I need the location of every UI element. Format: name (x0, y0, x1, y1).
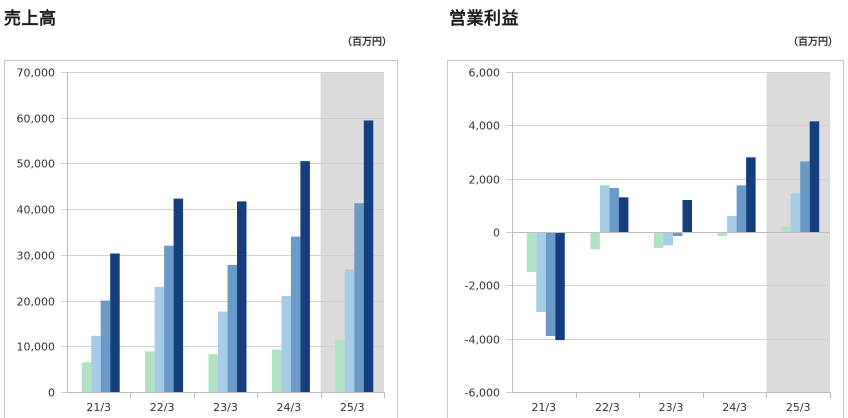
profit-bar-21-3-s4 (555, 232, 565, 340)
sales-bar-23-3-s3 (227, 264, 237, 392)
sales-y-tick-label: 20,000 (17, 296, 56, 309)
profit-bar-23-3-s4 (682, 200, 692, 232)
sales-bar-22-3-s4 (173, 198, 184, 392)
sales-bar-25-3-s3 (354, 203, 364, 392)
sales-bar-chart: 70,000 60,000 50,000 40,000 30,000 20,000 10,0… (4, 60, 398, 418)
profit-bar-22-3-s2 (599, 185, 610, 232)
sales-bar-24-3-s4 (300, 161, 310, 392)
sales-bar-21-3-s4 (110, 253, 120, 392)
profit-bar-chart: 6,000 4,000 2,000 0 -2,000 -4,000 -6,000 21/3 22… (447, 60, 844, 418)
sales-bar-25-3-s1 (335, 339, 345, 392)
profit-bar-22-3-s4 (618, 197, 629, 232)
profit-bar-22-3-s3 (609, 188, 619, 232)
profit-y-tick-label: 0 (493, 227, 500, 240)
sales-chart-panel: 売上高 （百万円） 70,000 60,000 50,000 40,000 30,000… (0, 0, 400, 418)
sales-bar-21-3-s3 (100, 300, 111, 392)
profit-chart-title: 営業利益 (449, 9, 519, 29)
profit-bar-22-3-s1 (590, 232, 600, 250)
sales-bar-25-3-s4 (363, 120, 374, 392)
sales-unit-label: （百万円） (342, 37, 392, 48)
profit-bar-23-3-s3 (673, 232, 683, 236)
profit-bar-24-3-s1 (717, 232, 728, 236)
profit-bar-23-3-s2 (663, 232, 673, 246)
sales-y-tick-label: 40,000 (17, 204, 56, 217)
profit-bar-24-3-s2 (727, 216, 737, 232)
sales-chart-title: 売上高 (4, 9, 57, 29)
profit-unit-label: （百万円） (788, 37, 838, 48)
sales-bar-23-3-s1 (208, 354, 218, 392)
profit-y-tick-label: -6,000 (465, 387, 500, 400)
profit-frame (447, 60, 844, 418)
profit-chart-panel: 営業利益 （百万円） 6,000 4,000 2,000 0 -2,000 -4,000 -… (445, 0, 848, 418)
sales-x-tick-label: 25/3 (340, 401, 365, 414)
sales-y-tick-label: 50,000 (17, 158, 56, 171)
sales-y-tick-label: 30,000 (17, 250, 56, 263)
sales-x-tick-label: 21/3 (86, 401, 111, 414)
sales-bar-21-3-s1 (81, 362, 92, 392)
profit-x-tick-label: 24/3 (722, 401, 747, 414)
sales-y-tick-label: 0 (48, 387, 55, 400)
sales-bar-25-3-s2 (344, 269, 355, 392)
sales-bar-24-3-s1 (271, 349, 282, 392)
sales-frame (4, 60, 398, 418)
profit-y-tick-label: 2,000 (469, 174, 501, 187)
sales-bar-24-3-s2 (281, 296, 291, 392)
sales-bar-22-3-s1 (145, 351, 155, 392)
sales-bar-24-3-s3 (290, 236, 301, 392)
profit-bar-21-3-s1 (526, 232, 537, 272)
profit-bar-25-3-s1 (781, 226, 791, 232)
sales-y-tick-label: 10,000 (17, 341, 56, 354)
sales-bar-23-3-s2 (218, 311, 228, 392)
profit-y-tick-label: 4,000 (469, 120, 501, 133)
sales-x-tick-label: 22/3 (150, 401, 175, 414)
sales-y-tick-label: 70,000 (17, 67, 56, 80)
profit-y-tick-label: 6,000 (469, 67, 501, 80)
profit-bar-25-3-s2 (790, 193, 801, 232)
profit-bar-23-3-s1 (654, 232, 664, 248)
profit-x-tick-label: 25/3 (786, 401, 811, 414)
profit-x-tick-label: 23/3 (659, 401, 684, 414)
sales-y-tick-label: 60,000 (17, 113, 56, 126)
profit-y-tick-label: -2,000 (465, 280, 500, 293)
profit-bar-21-3-s3 (545, 232, 556, 336)
sales-bar-23-3-s4 (237, 201, 247, 392)
sales-x-tick-label: 23/3 (213, 401, 238, 414)
sales-x-tick-label: 24/3 (277, 401, 302, 414)
profit-bar-25-3-s4 (809, 121, 820, 232)
sales-bar-22-3-s3 (164, 245, 174, 392)
profit-bar-25-3-s3 (800, 161, 810, 232)
profit-y-tick-label: -4,000 (465, 334, 500, 347)
profit-bar-21-3-s2 (536, 232, 546, 312)
profit-x-tick-label: 21/3 (531, 401, 556, 414)
sales-bar-22-3-s2 (154, 286, 165, 392)
profit-x-tick-label: 22/3 (595, 401, 620, 414)
profit-bar-24-3-s4 (746, 157, 756, 232)
sales-bar-21-3-s2 (91, 335, 101, 392)
profit-bar-24-3-s3 (736, 185, 747, 232)
